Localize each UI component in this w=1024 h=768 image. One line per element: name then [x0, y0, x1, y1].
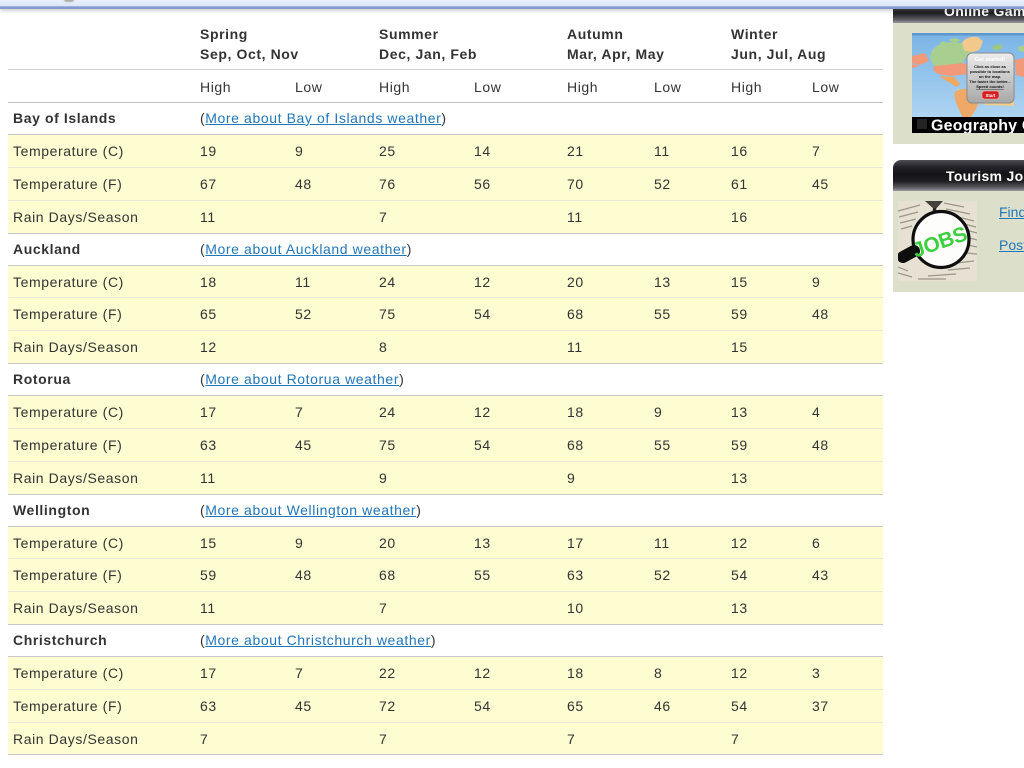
svg-text:The faster the better...: The faster the better...	[969, 79, 1011, 84]
svg-text:possible to locations: possible to locations	[970, 69, 1011, 74]
svg-text:Click as close as: Click as close as	[974, 64, 1007, 69]
svg-text:Start: Start	[985, 93, 996, 98]
svg-text:Speed counts!: Speed counts!	[976, 84, 1004, 89]
svg-text:Geography Game: Geography Game	[931, 118, 1024, 134]
svg-text:on the map.: on the map.	[979, 74, 1001, 79]
svg-text:Get started!: Get started!	[975, 57, 1005, 63]
